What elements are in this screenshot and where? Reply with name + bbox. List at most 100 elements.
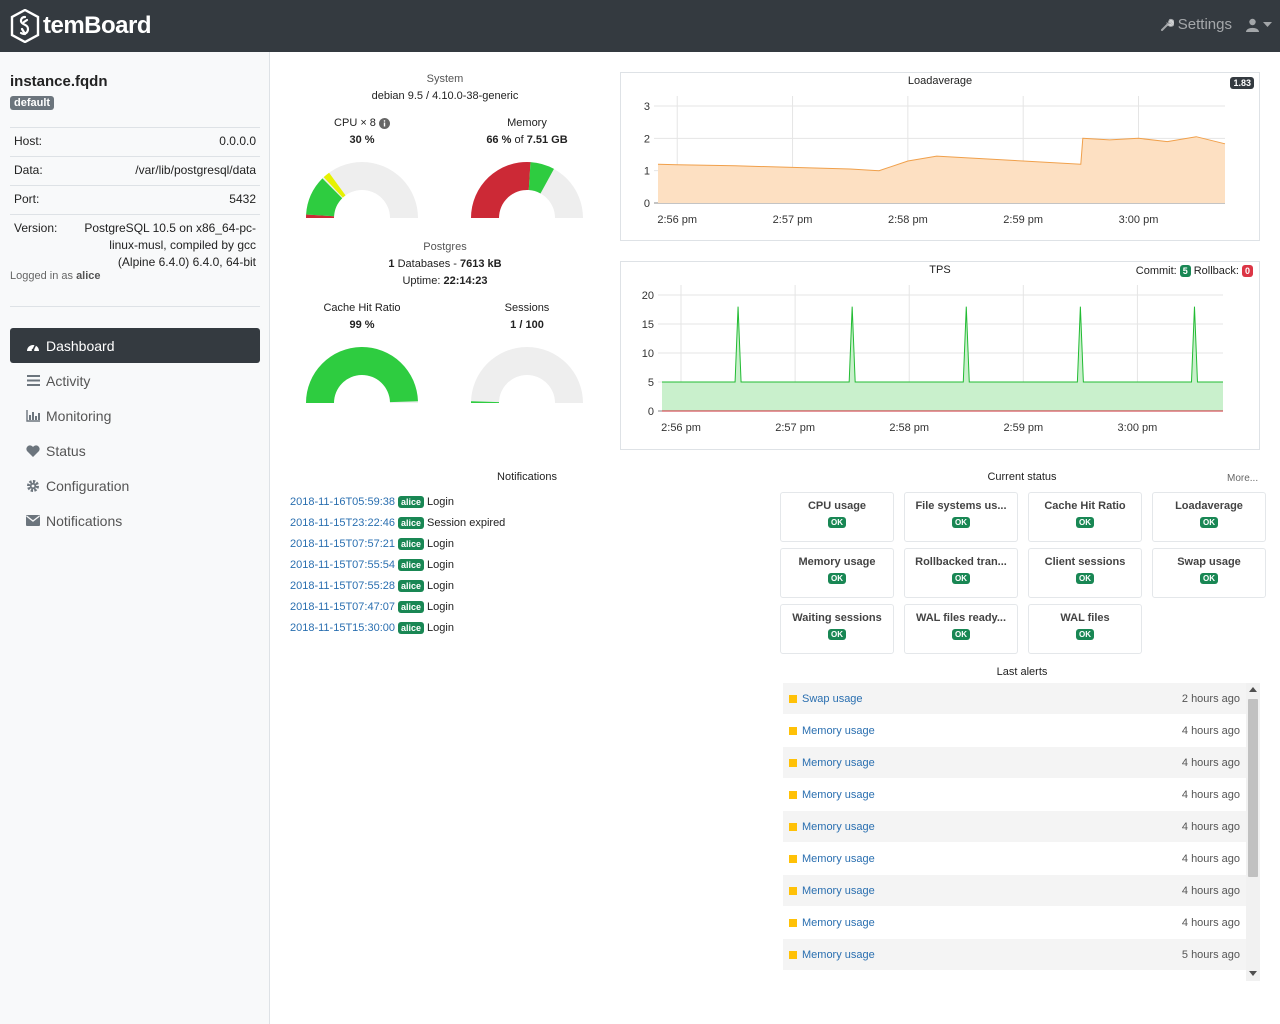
sidebar-item-dashboard[interactable]: Dashboard [10, 328, 260, 363]
more-link[interactable]: More... [1227, 473, 1259, 484]
sessions-label: Sessions [504, 302, 550, 314]
alert-name-link[interactable]: Memory usage [802, 788, 875, 801]
notification-time-link[interactable]: 2018-11-16T05:59:38 [290, 495, 395, 508]
scroll-up-arrow-icon[interactable] [1249, 687, 1257, 692]
x-tick-label: 2:59 pm [1003, 422, 1043, 434]
system-os: debian 9.5 / 4.10.0-38-generic [371, 90, 519, 102]
status-card[interactable]: CPU usage OK [780, 492, 894, 542]
status-ok-badge: OK [828, 517, 846, 528]
brand-name: temBoard [43, 12, 152, 39]
x-tick-label: 2:58 pm [889, 422, 929, 434]
notification-time-link[interactable]: 2018-11-15T07:47:07 [290, 600, 395, 613]
sidebar-item-configuration[interactable]: Configuration [10, 468, 260, 503]
status-card-name: Cache Hit Ratio [1044, 500, 1126, 512]
x-tick-label: 2:56 pm [661, 422, 701, 434]
user-icon [1246, 18, 1259, 32]
notification-time-link[interactable]: 2018-11-15T23:22:46 [290, 516, 395, 529]
current-status-title: Current status [987, 471, 1057, 483]
databases-separator: Databases - [397, 258, 457, 270]
notification-row: 2018-11-15T15:30:00 alice Login [290, 617, 750, 638]
user-menu-dropdown[interactable] [1246, 18, 1272, 32]
alert-row[interactable]: Memory usage 4 hours ago [783, 811, 1260, 843]
alert-row[interactable]: Swap usage 2 hours ago [783, 683, 1260, 715]
sidebar-item-label: Monitoring [46, 407, 112, 424]
alert-time: 4 hours ago [1181, 820, 1240, 833]
status-card[interactable]: Client sessions OK [1028, 548, 1142, 598]
status-ok-badge: OK [952, 573, 970, 584]
uptime-label: Uptime: [402, 275, 441, 287]
sidebar-item-activity[interactable]: Activity [10, 363, 260, 398]
notification-time-link[interactable]: 2018-11-15T07:55:54 [290, 558, 395, 571]
alert-time: 4 hours ago [1181, 852, 1240, 865]
alert-name-link[interactable]: Memory usage [802, 724, 875, 737]
alert-row[interactable]: Memory usage 4 hours ago [783, 843, 1260, 875]
notification-message: Login [427, 558, 454, 571]
status-ok-badge: OK [1076, 517, 1094, 528]
settings-link[interactable]: Settings [1160, 16, 1232, 33]
alert-name-link[interactable]: Memory usage [802, 884, 875, 897]
gauge-segment [471, 401, 500, 403]
alert-row[interactable]: Memory usage 4 hours ago [783, 715, 1260, 747]
status-ok-badge: OK [952, 517, 970, 528]
status-card[interactable]: Loadaverage OK [1152, 492, 1266, 542]
cpu-title: CPU × 8 [300, 117, 424, 129]
loadaverage-current-badge: 1.83 [1230, 77, 1254, 89]
alert-time: 4 hours ago [1181, 756, 1240, 769]
status-card[interactable]: WAL files ready... OK [904, 604, 1018, 654]
alert-name-link[interactable]: Swap usage [802, 692, 863, 705]
status-card[interactable]: Cache Hit Ratio OK [1028, 492, 1142, 542]
alert-name-link[interactable]: Memory usage [802, 948, 875, 961]
alert-left: Memory usage [789, 789, 875, 801]
warning-square-icon [789, 758, 797, 767]
alert-name-link[interactable]: Memory usage [802, 916, 875, 929]
brand-link[interactable]: temBoard [10, 9, 152, 43]
status-card-name: WAL files ready... [915, 612, 1007, 624]
notification-user-badge: alice [398, 579, 425, 592]
alert-name-link[interactable]: Memory usage [802, 981, 875, 982]
notification-time-link[interactable]: 2018-11-15T07:57:21 [290, 537, 395, 550]
status-card[interactable]: Memory usage OK [780, 548, 894, 598]
alert-row[interactable]: Memory usage 5 hours ago [783, 971, 1260, 982]
alerts-scrollbar[interactable] [1246, 683, 1260, 981]
sidebar-item-status[interactable]: Status [10, 433, 260, 468]
gear-icon [26, 479, 40, 493]
scroll-down-arrow-icon[interactable] [1249, 971, 1257, 976]
alert-row[interactable]: Memory usage 5 hours ago [783, 939, 1260, 971]
info-label: Host: [10, 127, 70, 157]
y-tick-label: 15 [642, 319, 654, 331]
alert-row[interactable]: Memory usage 4 hours ago [783, 779, 1260, 811]
alert-left: Memory usage [789, 917, 875, 929]
scrollbar-thumb[interactable] [1248, 699, 1258, 877]
status-card[interactable]: WAL files OK [1028, 604, 1142, 654]
notification-time-link[interactable]: 2018-11-15T07:55:28 [290, 579, 395, 592]
notifications-title: Notifications [497, 471, 557, 483]
status-card[interactable]: File systems us... OK [904, 492, 1018, 542]
status-card[interactable]: Rollbacked tran... OK [904, 548, 1018, 598]
x-tick-label: 2:57 pm [775, 422, 815, 434]
info-label: Version: [10, 214, 70, 277]
alert-row[interactable]: Memory usage 4 hours ago [783, 907, 1260, 939]
alert-time: 4 hours ago [1181, 788, 1240, 801]
alert-row[interactable]: Memory usage 4 hours ago [783, 747, 1260, 779]
sidebar-item-monitoring[interactable]: Monitoring [10, 398, 260, 433]
info-icon[interactable] [378, 117, 390, 129]
alert-name-link[interactable]: Memory usage [802, 756, 875, 769]
status-ok-badge: OK [1076, 573, 1094, 584]
alert-left: Memory usage [789, 949, 875, 961]
alert-name-link[interactable]: Memory usage [802, 820, 875, 833]
rollback-label: Rollback: [1193, 265, 1239, 277]
gauge-segment [306, 214, 335, 218]
y-tick-label: 0 [648, 406, 654, 418]
status-card[interactable]: Waiting sessions OK [780, 604, 894, 654]
status-card[interactable]: Swap usage OK [1152, 548, 1266, 598]
notification-time-link[interactable]: 2018-11-15T15:30:00 [290, 621, 395, 634]
memory-total: 7.51 GB [526, 134, 568, 146]
info-row-data: Data: /var/lib/postgresql/data [10, 156, 260, 186]
alert-name-link[interactable]: Memory usage [802, 852, 875, 865]
cache-hit-gauge [306, 346, 418, 403]
alert-left: Memory usage [789, 981, 875, 982]
x-tick-label: 3:00 pm [1118, 422, 1158, 434]
status-ok-badge: OK [1076, 629, 1094, 640]
sidebar-item-notifications[interactable]: Notifications [10, 503, 260, 538]
alert-row[interactable]: Memory usage 4 hours ago [783, 875, 1260, 907]
